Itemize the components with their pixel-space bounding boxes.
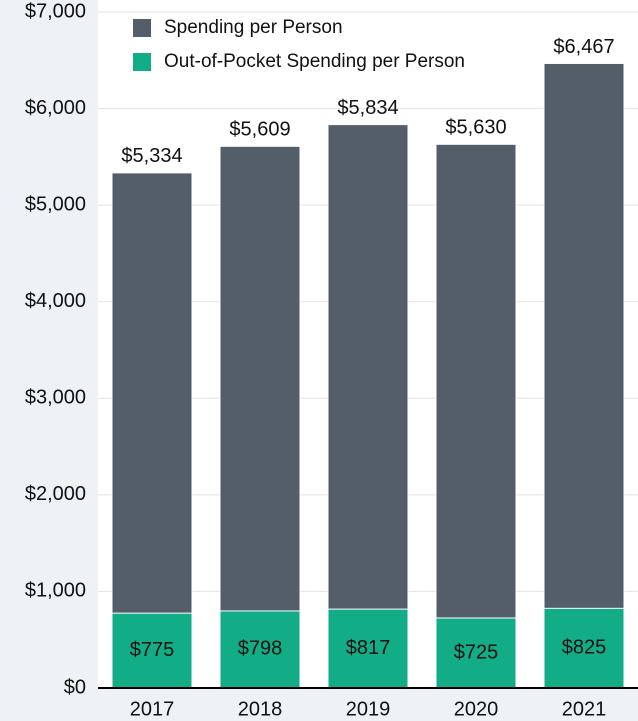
value-label: $5,834	[337, 97, 398, 119]
y-tick-label: $3,000	[25, 387, 86, 409]
bar	[327, 124, 409, 689]
value-label: $798	[238, 638, 283, 660]
value-label: $817	[346, 637, 391, 659]
legend-swatch	[133, 53, 151, 71]
x-tick-label: 2021	[562, 698, 607, 720]
value-label: $725	[454, 641, 499, 663]
y-tick-label: $1,000	[25, 580, 86, 602]
legend-swatch	[133, 19, 151, 37]
value-label: $6,467	[553, 36, 614, 58]
bar	[111, 612, 193, 689]
bar	[219, 145, 301, 689]
value-label: $5,334	[121, 145, 182, 167]
bar	[435, 617, 517, 689]
bar	[543, 607, 625, 689]
bar	[327, 608, 409, 689]
bar	[219, 610, 301, 689]
y-tick-label: $5,000	[25, 193, 86, 215]
bar	[543, 62, 625, 689]
y-tick-label: $7,000	[25, 0, 86, 22]
bar	[111, 172, 193, 689]
x-tick-label: 2017	[130, 698, 175, 720]
bar	[435, 143, 517, 689]
y-tick-label: $4,000	[25, 290, 86, 312]
y-tick-label: $0	[64, 676, 86, 698]
value-label: $775	[130, 639, 175, 661]
x-tick-label: 2020	[454, 698, 499, 720]
y-tick-label: $2,000	[25, 483, 86, 505]
value-label: $5,630	[445, 117, 506, 139]
value-label: $825	[562, 636, 607, 658]
x-tick-label: 2018	[238, 698, 283, 720]
legend-label: Spending per Person	[164, 17, 343, 38]
value-label: $5,609	[229, 119, 290, 141]
y-tick-label: $6,000	[25, 97, 86, 119]
x-tick-label: 2019	[346, 698, 391, 720]
legend-label: Out-of-Pocket Spending per Person	[164, 51, 465, 72]
